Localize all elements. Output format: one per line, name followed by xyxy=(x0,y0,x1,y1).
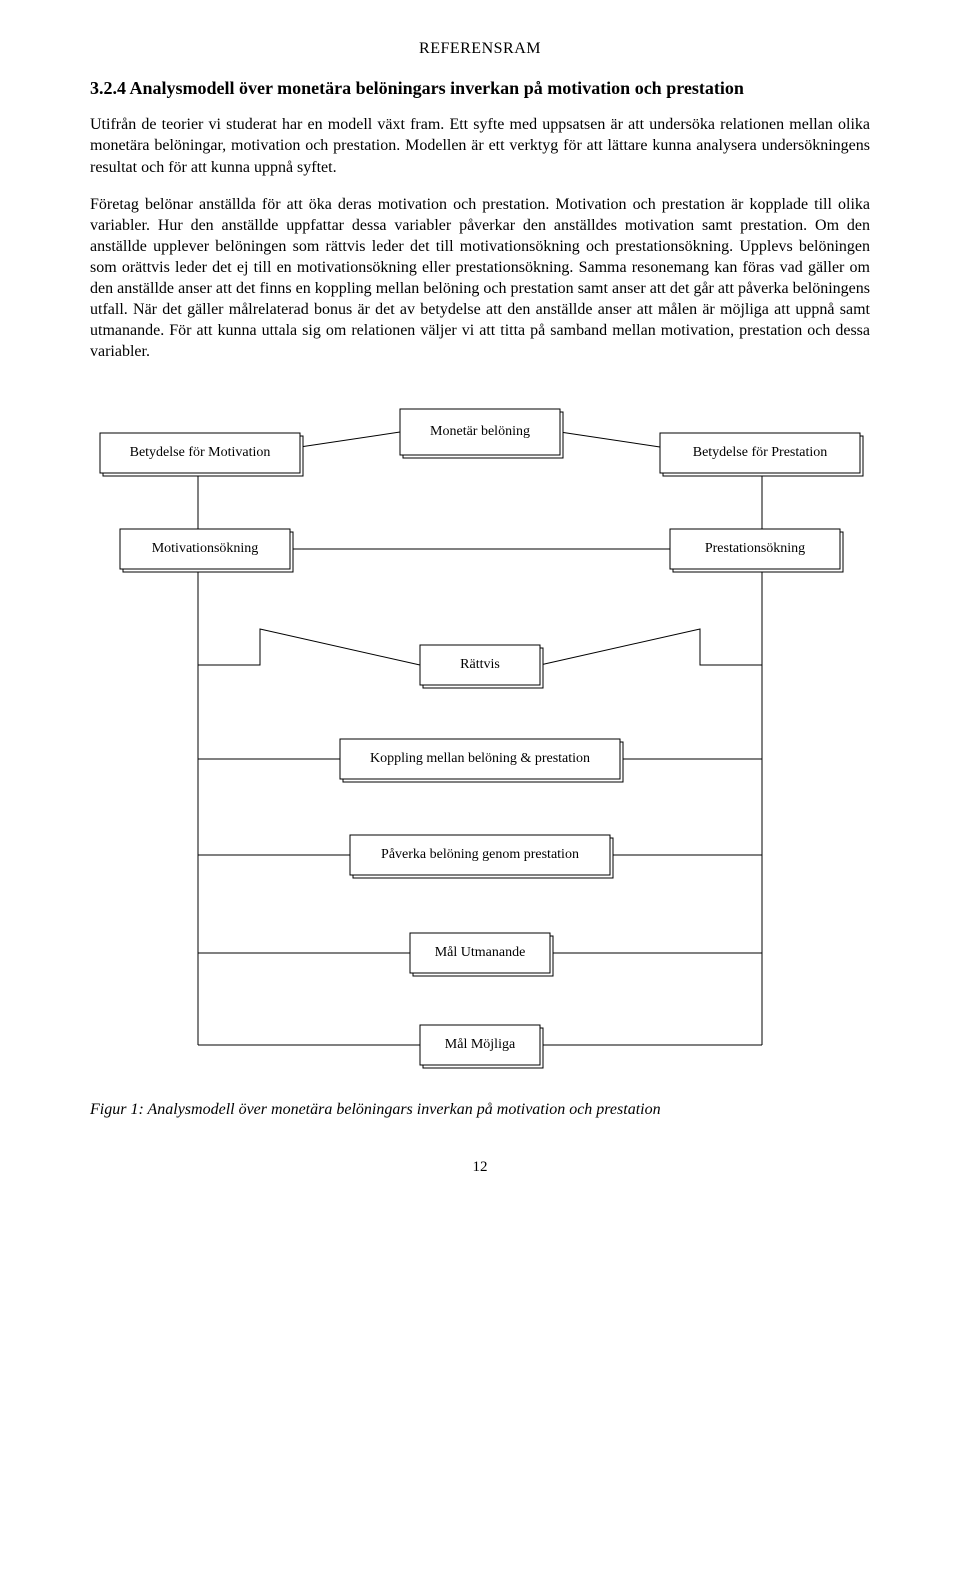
svg-text:Monetär belöning: Monetär belöning xyxy=(430,424,530,439)
svg-text:Mål Utmanande: Mål Utmanande xyxy=(435,945,526,960)
svg-text:Betydelse för Prestation: Betydelse för Prestation xyxy=(693,445,828,460)
svg-text:Motivationsökning: Motivationsökning xyxy=(152,541,259,556)
figure-caption: Figur 1: Analysmodell över monetära belö… xyxy=(90,1101,870,1119)
section-heading: 3.2.4 Analysmodell över monetära belönin… xyxy=(90,76,870,100)
page: REFERENSRAM 3.2.4 Analysmodell över mone… xyxy=(0,0,960,1206)
svg-text:Påverka belöning genom prestat: Påverka belöning genom prestation xyxy=(381,847,579,862)
section-number: 3.2.4 xyxy=(90,78,126,98)
paragraph-1: Utifrån de teorier vi studerat har en mo… xyxy=(90,114,870,177)
analysis-model-diagram: Monetär belöning Betydelse för Motivation… xyxy=(90,399,870,1079)
svg-text:Betydelse för Motivation: Betydelse för Motivation xyxy=(130,445,271,460)
paragraph-2: Företag belönar anställda för att öka de… xyxy=(90,194,870,363)
svg-text:Rättvis: Rättvis xyxy=(460,657,500,672)
section-title: Analysmodell över monetära belöningars i… xyxy=(130,78,744,98)
running-head: REFERENSRAM xyxy=(90,40,870,58)
svg-text:Prestationsökning: Prestationsökning xyxy=(705,541,805,556)
svg-text:Mål Möjliga: Mål Möjliga xyxy=(445,1037,516,1052)
svg-text:Koppling mellan belöning & pre: Koppling mellan belöning & prestation xyxy=(370,751,590,766)
page-number: 12 xyxy=(90,1159,870,1176)
diagram-svg: Monetär belöning Betydelse för Motivation… xyxy=(90,399,870,1079)
